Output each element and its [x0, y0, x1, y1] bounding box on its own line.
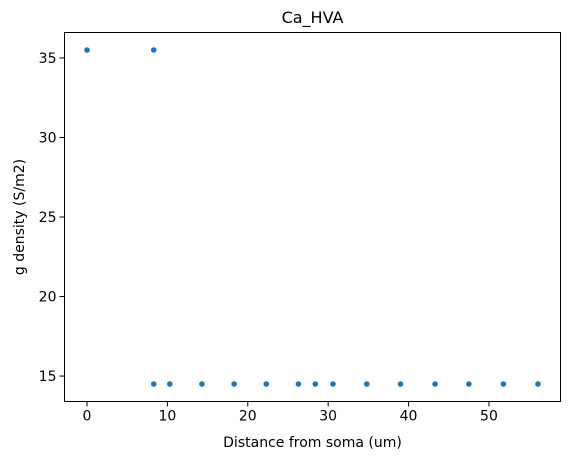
data-point: [150, 47, 157, 53]
data-point: [199, 381, 205, 387]
x-axis: 0 10 20 30 40 50: [83, 401, 498, 425]
plot-area: 0 10 20 30 40 50 15 20 25 30 35: [39, 32, 561, 425]
y-tick-label: 20: [39, 290, 57, 306]
x-tick-label: 20: [239, 409, 257, 425]
x-tick-label: 40: [400, 409, 418, 425]
data-point: [466, 381, 472, 387]
data-point: [397, 381, 404, 387]
x-tick-label: 0: [83, 409, 92, 425]
y-tick-label: 15: [39, 369, 57, 385]
data-point: [263, 381, 270, 387]
data-point: [330, 381, 336, 387]
y-axis-label: g density (S/m2): [12, 159, 28, 275]
data-point: [500, 381, 507, 387]
x-tick-label: 30: [319, 409, 337, 425]
x-tick-label: 50: [480, 409, 498, 425]
data-point: [167, 381, 173, 387]
data-point: [535, 381, 541, 387]
data-point: [295, 381, 302, 387]
data-point: [150, 381, 157, 387]
y-tick-label: 30: [39, 130, 57, 146]
x-axis-label: Distance from soma (um): [223, 435, 402, 451]
y-tick-label: 25: [39, 210, 57, 226]
y-tick-label: 35: [39, 51, 57, 67]
data-point: [363, 381, 370, 387]
data-point: [432, 381, 438, 387]
data-point: [231, 381, 237, 387]
chart-title: Ca_HVA: [282, 8, 344, 28]
scatter-series: [84, 47, 541, 387]
y-axis: 15 20 25 30 35: [39, 51, 65, 385]
data-point: [312, 381, 319, 387]
x-tick-label: 10: [158, 409, 176, 425]
data-point: [84, 47, 90, 53]
